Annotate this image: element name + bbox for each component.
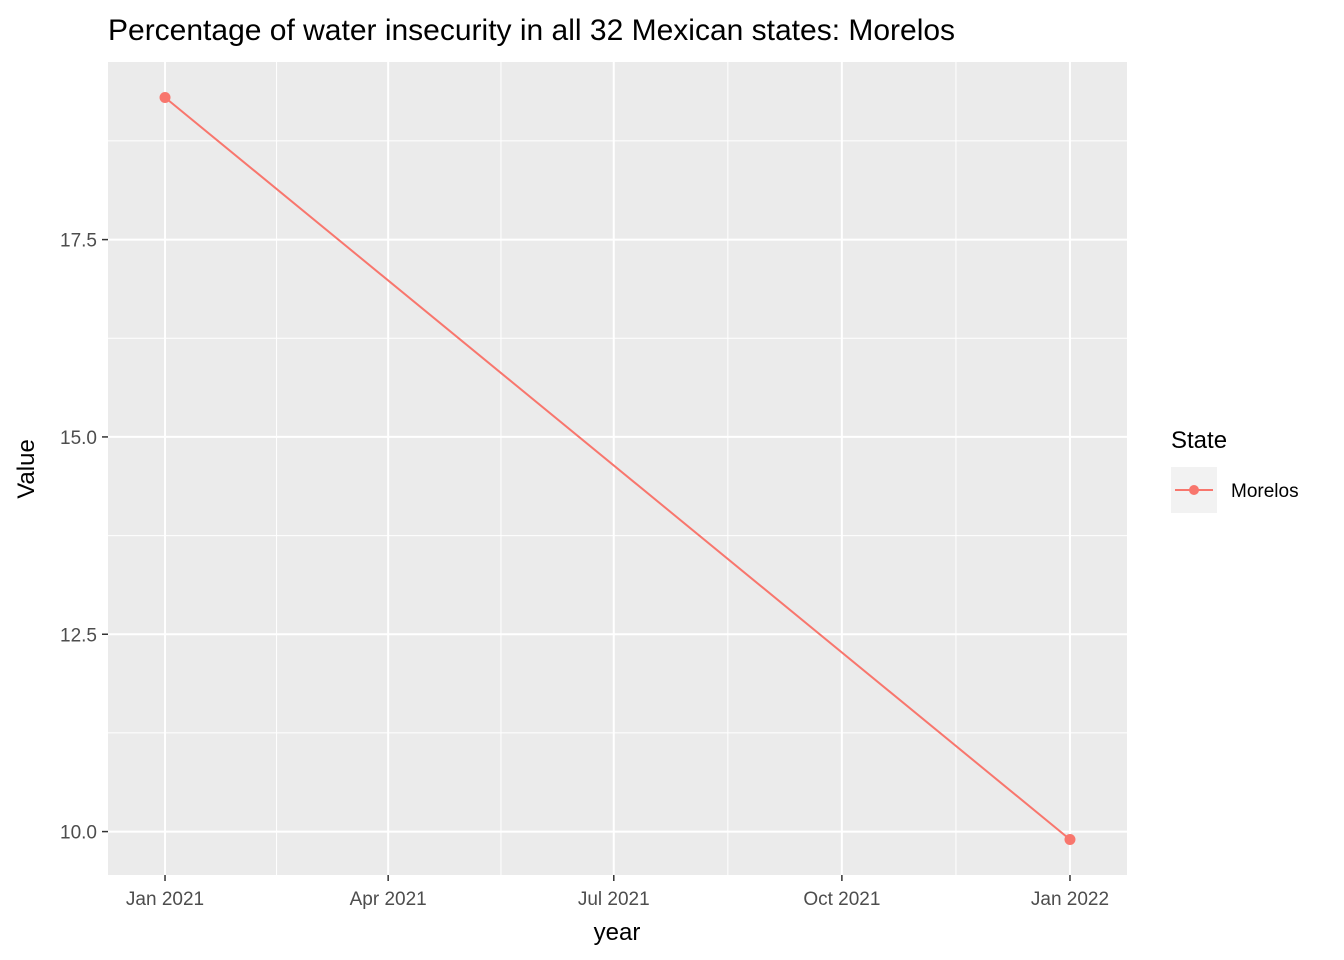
y-tick-label: 15.0: [60, 428, 97, 449]
x-tick-label: Apr 2021: [350, 889, 427, 910]
data-point: [159, 92, 171, 104]
series-layer: [159, 92, 1076, 845]
y-axis: 10.0 12.5 15.0 17.5: [60, 231, 108, 844]
x-tick-label: Oct 2021: [803, 889, 880, 910]
y-tick-label: 10.0: [60, 823, 97, 844]
legend-item-label: Morelos: [1231, 481, 1299, 502]
x-tick-label: Jan 2021: [126, 889, 204, 910]
y-tick-label: 17.5: [60, 231, 97, 252]
data-point: [1064, 833, 1076, 845]
legend: State Morelos: [1171, 427, 1299, 513]
legend-title: State: [1171, 427, 1227, 454]
y-axis-title: Value: [13, 439, 40, 499]
x-axis-title: year: [594, 919, 641, 946]
minor-gridlines: [108, 62, 1127, 875]
x-tick-label: Jul 2021: [578, 889, 650, 910]
legend-key-point: [1189, 485, 1199, 495]
y-tick-label: 12.5: [60, 625, 97, 646]
series-line-morelos: [164, 96, 1071, 841]
chart-title: Percentage of water insecurity in all 32…: [108, 14, 955, 47]
x-axis: Jan 2021 Apr 2021 Jul 2021 Oct 2021 Jan 2022: [126, 875, 1109, 910]
x-tick-label: Jan 2022: [1031, 889, 1109, 910]
major-gridlines: [108, 62, 1127, 875]
